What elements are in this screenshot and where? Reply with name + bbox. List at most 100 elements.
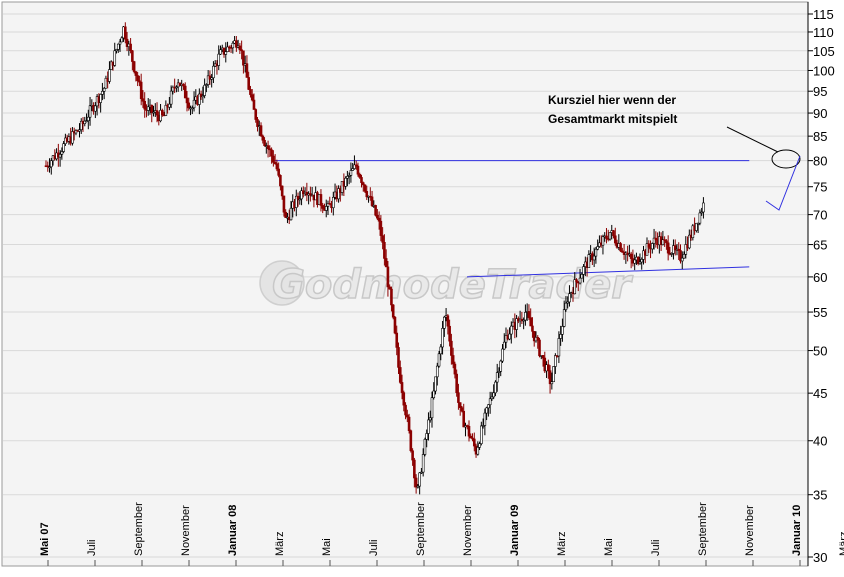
candle-body (48, 166, 51, 169)
candle-body (268, 148, 272, 151)
candle-body (476, 447, 480, 455)
candle-body (612, 230, 615, 237)
y-tick-label: 85 (813, 129, 827, 144)
candle-body (294, 195, 298, 208)
candle-body (164, 104, 168, 116)
y-tick-label: 65 (813, 238, 827, 253)
candle-body (356, 165, 360, 175)
candle-body (406, 414, 409, 418)
candle-body (509, 325, 513, 335)
plot-area (1, 1, 809, 567)
candle-body (346, 175, 349, 179)
candle-body (198, 93, 201, 105)
candle-body (289, 207, 293, 221)
candle-body (451, 355, 455, 365)
candle-body (300, 190, 303, 200)
y-tick-label: 35 (813, 488, 827, 503)
candle-body (409, 430, 413, 452)
candle-body (501, 348, 504, 362)
candle-body (524, 312, 527, 321)
candle-body (471, 437, 474, 440)
candle-body (99, 94, 102, 103)
candle-body (502, 341, 506, 350)
candle-body (633, 259, 636, 264)
candle-body (532, 331, 536, 342)
candle-body (71, 131, 74, 144)
x-tick-label: November (180, 505, 192, 556)
candle-body (472, 438, 476, 447)
candle-body (217, 53, 221, 66)
candle-body (261, 135, 265, 141)
candle-body (88, 105, 92, 118)
candle-body (256, 119, 259, 127)
candle-body (398, 367, 402, 383)
candle-body (443, 316, 446, 329)
candle-body (254, 109, 258, 120)
candle-body (462, 410, 466, 428)
candle-body (416, 485, 420, 488)
candle-body (259, 125, 263, 137)
candle-body (508, 333, 511, 340)
candle-body (677, 248, 681, 251)
candle-body (49, 160, 53, 168)
candle-body (621, 250, 624, 253)
candle-body (379, 220, 383, 236)
y-tick-label: 95 (813, 84, 827, 99)
candle-body (282, 195, 286, 213)
y-tick-label: 75 (813, 180, 827, 195)
candle-body (531, 325, 534, 332)
candle-body (608, 232, 612, 240)
candle-body (594, 248, 598, 257)
candle-body (365, 191, 369, 198)
candle-body (222, 47, 226, 55)
candle-body (700, 211, 703, 214)
x-tick-label: Mai (321, 538, 333, 556)
candle-body (351, 168, 354, 171)
y-tick-label: 80 (813, 154, 827, 169)
candle-body (469, 435, 473, 439)
candle-body (272, 155, 275, 163)
candle-body (161, 109, 164, 116)
candle-body (129, 43, 132, 52)
candle-body (168, 103, 171, 108)
candle-body (435, 365, 439, 378)
candle-body (423, 439, 427, 455)
candle-body (695, 222, 698, 231)
candle-body (284, 211, 288, 219)
annotation-target-ellipse (771, 149, 801, 169)
candle-body (638, 261, 642, 264)
candle-body (390, 288, 393, 306)
candle-body (613, 235, 617, 244)
candle-body (527, 311, 531, 318)
candle-body (113, 50, 117, 66)
candle-body (395, 332, 399, 348)
candle-body (134, 71, 138, 76)
candle-body (309, 193, 312, 196)
candle-body (404, 404, 407, 416)
candle-body (601, 236, 605, 246)
candle-body (358, 173, 362, 178)
candle-body (654, 237, 658, 241)
candle-body (457, 392, 460, 403)
candle-body (580, 274, 584, 279)
candle-body (441, 328, 444, 348)
y-tick-label: 110 (813, 25, 834, 40)
candle-body (573, 279, 577, 295)
candle-body (231, 42, 235, 49)
candle-body (224, 51, 228, 55)
candle-body (488, 398, 492, 406)
y-tick-label: 40 (813, 434, 827, 449)
candle-body (381, 235, 384, 243)
candle-body (205, 84, 208, 86)
candle-body (529, 317, 532, 327)
candle-body (275, 163, 279, 170)
candle-body (434, 376, 437, 392)
candle-body (455, 373, 458, 393)
candle-body (430, 397, 434, 419)
candle-body (370, 196, 374, 206)
candle-body (640, 259, 644, 263)
candle-body (619, 243, 622, 252)
y-axis: 30 35 40 45 50 55 60 65 70 75 80 85 90 95 100 105 110 115 (807, 2, 835, 566)
candle-body (499, 360, 503, 372)
